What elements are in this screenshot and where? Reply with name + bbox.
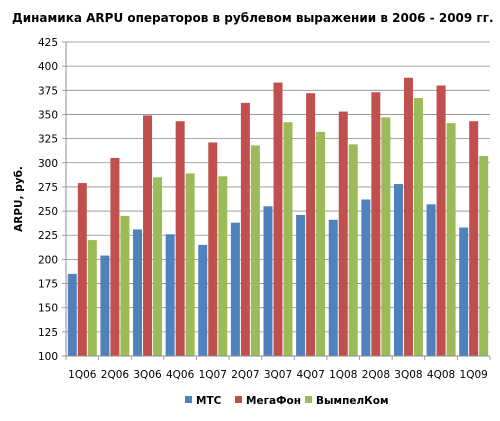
bar-1Q08-ВымпелКом bbox=[348, 144, 358, 356]
bar-2Q07-МегаФон bbox=[240, 102, 250, 356]
bar-4Q06-ВымпелКом bbox=[185, 173, 195, 356]
bar-4Q07-МегаФон bbox=[306, 93, 316, 357]
legend-label-ВымпелКом: ВымпелКом bbox=[316, 395, 389, 407]
bar-1Q09-МегаФон bbox=[469, 121, 479, 357]
x-tick-label: 4Q07 bbox=[296, 369, 324, 381]
bar-1Q06-ВымпелКом bbox=[87, 240, 97, 356]
y-tick-label: 300 bbox=[38, 158, 58, 170]
x-tick-label: 1Q08 bbox=[329, 369, 357, 381]
x-tick-label: 2Q08 bbox=[362, 369, 390, 381]
bar-3Q06-МегаФон bbox=[143, 115, 153, 356]
bar-2Q06-МегаФон bbox=[110, 157, 120, 356]
bar-4Q06-МегаФон bbox=[175, 121, 185, 357]
bar-3Q06-МТС bbox=[133, 229, 143, 356]
x-tick-label: 2Q07 bbox=[231, 369, 259, 381]
bar-3Q08-МегаФон bbox=[403, 77, 413, 357]
y-axis-label: ARPU, руб. bbox=[13, 166, 25, 232]
x-tick-label: 3Q08 bbox=[394, 369, 422, 381]
bar-2Q06-ВымпелКом bbox=[120, 215, 130, 356]
y-tick-label: 125 bbox=[38, 327, 58, 339]
y-tick-label: 375 bbox=[38, 85, 58, 97]
y-axis-ticks: 100 125 150 175 200 225 250 275 300 325 350 375 400 4… bbox=[38, 37, 66, 363]
y-tick-label: 325 bbox=[38, 134, 58, 146]
bar-1Q09-МТС bbox=[459, 227, 469, 356]
y-tick-label: 400 bbox=[38, 61, 58, 73]
x-tick-label: 3Q06 bbox=[133, 369, 162, 381]
bar-3Q07-ВымпелКом bbox=[283, 122, 293, 357]
y-tick-label: 150 bbox=[38, 303, 58, 315]
bar-2Q08-МегаФон bbox=[371, 92, 381, 357]
x-tick-label: 4Q08 bbox=[427, 369, 455, 381]
x-tick-label: 1Q07 bbox=[199, 369, 227, 381]
bar-4Q08-МегаФон bbox=[436, 85, 446, 356]
bar-3Q07-МегаФон bbox=[273, 82, 283, 356]
legend-label-МТС: МТС bbox=[196, 395, 222, 407]
bar-2Q07-МТС bbox=[230, 222, 240, 356]
y-tick-label: 275 bbox=[38, 182, 58, 194]
bar-4Q07-ВымпелКом bbox=[316, 131, 326, 356]
bar-2Q07-ВымпелКом bbox=[250, 145, 260, 356]
bars bbox=[67, 77, 489, 357]
bar-1Q09-ВымпелКом bbox=[479, 156, 489, 356]
legend-label-МегаФон: МегаФон bbox=[246, 395, 301, 407]
y-tick-label: 200 bbox=[38, 254, 58, 266]
y-tick-label: 250 bbox=[38, 206, 58, 218]
bar-3Q08-ВымпелКом bbox=[413, 98, 423, 356]
legend-swatch-МегаФон bbox=[235, 396, 242, 403]
legend-swatch-МТС bbox=[185, 396, 192, 403]
bar-4Q07-МТС bbox=[296, 214, 306, 356]
legend: МТС МегаФон ВымпелКом bbox=[185, 395, 389, 407]
bar-1Q07-ВымпелКом bbox=[218, 176, 228, 356]
y-tick-label: 350 bbox=[38, 109, 58, 121]
chart-title: Динамика ARPU операторов в рублевом выра… bbox=[12, 11, 494, 25]
x-tick-label: 3Q07 bbox=[264, 369, 292, 381]
x-axis-ticks: 1Q06 2Q06 3Q06 4Q06 1Q07 2Q07 3Q07 4Q07 1Q08 2Q08… bbox=[65, 356, 491, 381]
bar-3Q07-МТС bbox=[263, 206, 273, 356]
bar-2Q08-ВымпелКом bbox=[381, 117, 391, 356]
bar-1Q07-МТС bbox=[198, 244, 208, 356]
bar-4Q08-ВымпелКом bbox=[446, 123, 456, 356]
bar-1Q06-МТС bbox=[67, 273, 77, 356]
bar-2Q06-МТС bbox=[100, 255, 110, 356]
x-tick-label: 1Q09 bbox=[460, 369, 488, 381]
bar-4Q06-МТС bbox=[165, 234, 175, 356]
y-tick-label: 100 bbox=[38, 351, 58, 363]
bar-3Q08-МТС bbox=[393, 184, 403, 356]
bar-1Q08-МТС bbox=[328, 219, 338, 356]
bar-3Q06-ВымпелКом bbox=[153, 177, 163, 356]
y-tick-label: 175 bbox=[38, 279, 58, 291]
bar-1Q08-МегаФон bbox=[338, 111, 348, 356]
legend-swatch-ВымпелКом bbox=[305, 396, 312, 403]
bar-1Q06-МегаФон bbox=[77, 183, 87, 356]
x-tick-label: 1Q06 bbox=[68, 369, 97, 381]
x-tick-label: 4Q06 bbox=[166, 369, 195, 381]
bar-1Q07-МегаФон bbox=[208, 142, 218, 356]
y-tick-label: 425 bbox=[38, 37, 58, 49]
y-tick-label: 225 bbox=[38, 230, 58, 242]
bar-4Q08-МТС bbox=[426, 204, 436, 356]
x-tick-label: 2Q06 bbox=[101, 369, 130, 381]
bar-2Q08-МТС bbox=[361, 199, 371, 356]
axes bbox=[65, 42, 490, 357]
